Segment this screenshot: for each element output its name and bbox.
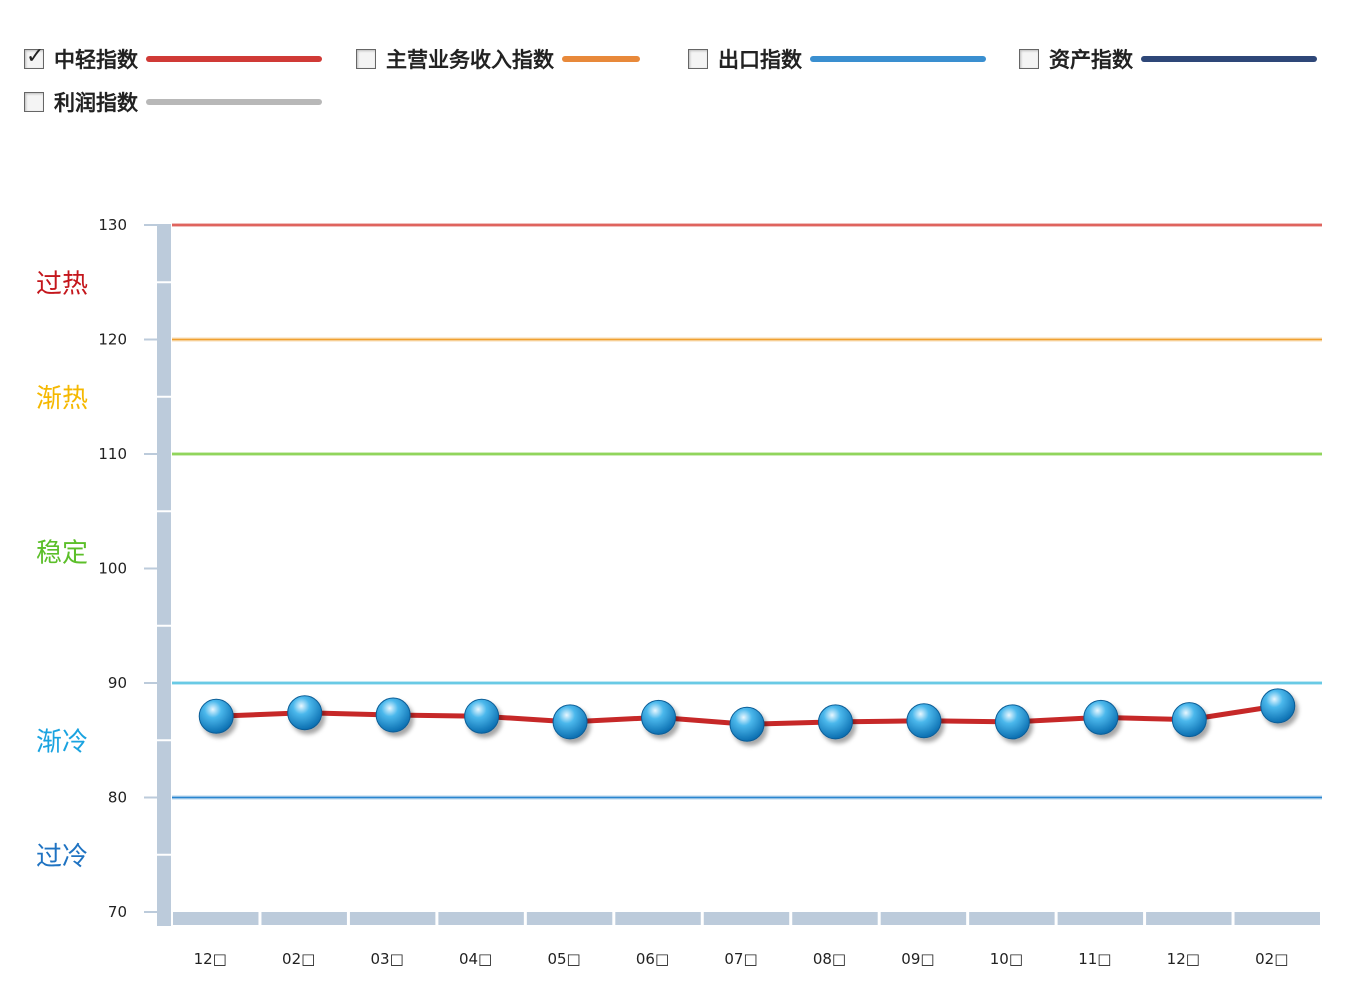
zone-label: 渐冷 [36,727,88,757]
zone-label: 过冷 [36,842,88,872]
data-point [906,703,942,739]
legend-label: 利润指数 [54,91,138,115]
legend-label: 资产指数 [1049,48,1133,72]
x-axis-segment [526,912,613,925]
data-point [552,704,588,740]
legend-item-profit-index[interactable]: 利润指数 [24,87,322,117]
legend-item-revenue-index[interactable]: 主营业务收入指数 [356,44,640,74]
data-point [198,698,234,734]
x-tick-label: 03□ [371,950,404,968]
legend-line-blue [810,56,986,62]
data-point [1083,699,1119,735]
x-axis-segment [880,912,967,925]
zone-label: 过热 [36,269,88,299]
x-tick-label: 04□ [459,950,492,968]
check-icon: ✓ [26,44,45,69]
y-tick-label: 130 [98,216,127,234]
checkbox-unchecked[interactable] [356,49,376,69]
legend: ✓ 中轻指数 主营业务收入指数 出口指数 资产指数 利润指数 [24,40,1354,130]
data-point [287,695,323,731]
x-tick-label: 10□ [990,950,1023,968]
zone-label: 渐热 [36,384,88,414]
data-point [375,697,411,733]
x-axis-segment [1146,912,1232,925]
checkbox-unchecked[interactable] [1019,49,1039,69]
y-tick-label: 80 [108,789,127,807]
data-point [994,704,1030,740]
data-point [729,706,765,742]
data-point [641,699,677,735]
x-axis-segment [349,912,436,925]
legend-line-red [146,56,322,62]
x-axis-segment [969,912,1055,925]
x-axis-segment [261,912,347,925]
x-axis-segment [703,912,790,925]
x-tick-label: 12□ [194,950,227,968]
checkbox-checked[interactable]: ✓ [24,44,44,69]
legend-line-orange [562,56,640,62]
checkbox-unchecked[interactable] [688,49,708,69]
data-point [1260,688,1296,724]
x-tick-label: 08□ [813,950,846,968]
data-point [464,698,500,734]
y-tick-label: 90 [108,674,127,692]
data-point [817,704,853,740]
legend-item-export-index[interactable]: 出口指数 [688,44,986,74]
data-point [1171,702,1207,738]
x-tick-label: 07□ [724,950,757,968]
x-axis-segment [1234,912,1320,925]
legend-line-navy [1141,56,1317,62]
y-tick-label: 70 [108,903,127,921]
y-tick-label: 100 [98,560,127,578]
x-tick-label: 11□ [1078,950,1111,968]
checkbox-unchecked[interactable] [24,92,44,112]
x-tick-label: 05□ [547,950,580,968]
legend-line-gray [146,99,322,105]
legend-item-assets-index[interactable]: 资产指数 [1019,44,1317,74]
x-tick-label: 02□ [282,950,315,968]
x-axis-segment [173,912,259,925]
x-tick-label: 02□ [1255,950,1288,968]
x-axis-segment [1057,912,1144,925]
y-tick-label: 120 [98,331,127,349]
y-axis-bar [157,225,171,926]
x-axis-segment [792,912,878,925]
zone-label: 稳定 [36,538,88,568]
y-tick-label: 110 [98,445,127,463]
x-axis-segment [438,912,524,925]
x-tick-label: 09□ [901,950,934,968]
x-tick-label: 12□ [1167,950,1200,968]
legend-label: 主营业务收入指数 [386,48,554,72]
legend-label: 中轻指数 [54,48,138,72]
x-tick-label: 06□ [636,950,669,968]
x-axis-segment [615,912,701,925]
legend-label: 出口指数 [718,48,802,72]
legend-item-light-industry-index[interactable]: ✓ 中轻指数 [24,44,322,74]
